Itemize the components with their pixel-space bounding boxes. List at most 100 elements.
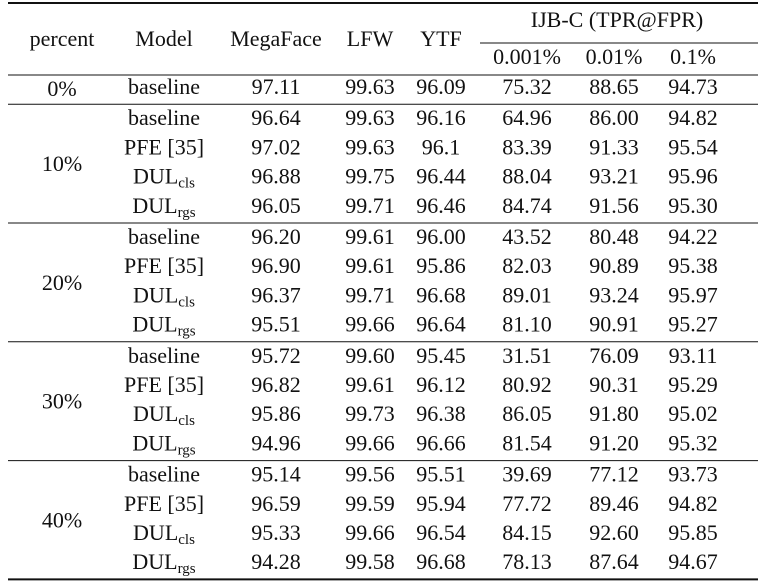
value-cell: 96.90 (251, 253, 301, 278)
value-cell: 77.72 (502, 491, 552, 516)
value-cell: 95.97 (668, 282, 718, 307)
value-cell: 99.66 (345, 312, 395, 337)
model-name: DUL (132, 193, 177, 218)
value-cell: 96.44 (416, 164, 466, 189)
value-cell: 99.66 (345, 520, 395, 545)
value-cell: 88.65 (589, 74, 639, 99)
value-cell: 84.15 (502, 520, 552, 545)
model-subscript: rgs (178, 562, 196, 578)
model-cell: baseline (128, 343, 200, 368)
model-cell: DULcls (133, 282, 195, 310)
value-cell: 99.71 (345, 282, 395, 307)
header-cell: Model (135, 26, 192, 51)
value-cell: 77.12 (589, 462, 639, 487)
value-cell: 94.82 (668, 491, 718, 516)
value-cell: 90.89 (589, 253, 639, 278)
model-cell: DULrgs (132, 430, 195, 458)
model-cell: PFE [35] (124, 253, 204, 278)
value-cell: 91.20 (589, 430, 639, 455)
value-cell: 95.85 (668, 520, 718, 545)
value-cell: 64.96 (502, 105, 552, 130)
percent-cell: 0% (47, 76, 76, 101)
header-cell: IJB-C (TPR@FPR) (531, 7, 703, 32)
value-cell: 94.96 (251, 430, 301, 455)
value-cell: 99.75 (345, 164, 395, 189)
header-cell: YTF (420, 26, 462, 51)
value-cell: 95.27 (668, 312, 718, 337)
model-cell: DULcls (133, 520, 195, 548)
value-cell: 99.73 (345, 401, 395, 426)
value-cell: 94.73 (668, 74, 718, 99)
value-cell: 89.01 (502, 282, 552, 307)
model-cell: baseline (128, 105, 200, 130)
value-cell: 93.21 (589, 164, 639, 189)
value-cell: 96.59 (251, 491, 301, 516)
value-cell: 82.03 (502, 253, 552, 278)
value-cell: 96.09 (416, 74, 466, 99)
value-cell: 87.64 (589, 549, 639, 574)
value-cell: 96.46 (416, 193, 466, 218)
value-cell: 95.51 (416, 462, 466, 487)
value-cell: 76.09 (589, 343, 639, 368)
model-cell: baseline (128, 74, 200, 99)
value-cell: 95.94 (416, 491, 466, 516)
value-cell: 99.61 (345, 224, 395, 249)
value-cell: 86.00 (589, 105, 639, 130)
value-cell: 95.86 (416, 253, 466, 278)
value-cell: 96.00 (416, 224, 466, 249)
model-cell: DULcls (133, 164, 195, 192)
header-cell: percent (30, 26, 95, 51)
model-name: DUL (133, 282, 178, 307)
value-cell: 93.73 (668, 462, 718, 487)
model-cell: DULrgs (132, 193, 195, 221)
model-subscript: cls (178, 295, 195, 311)
percent-cell: 10% (42, 151, 82, 176)
value-cell: 96.16 (416, 105, 466, 130)
value-cell: 81.54 (502, 430, 552, 455)
value-cell: 99.66 (345, 430, 395, 455)
value-cell: 99.63 (345, 134, 395, 159)
value-cell: 96.12 (416, 372, 466, 397)
value-cell: 86.05 (502, 401, 552, 426)
model-cell: PFE [35] (124, 372, 204, 397)
percent-cell: 40% (42, 507, 82, 532)
header-cell: LFW (347, 26, 394, 51)
value-cell: 81.10 (502, 312, 552, 337)
value-cell: 92.60 (589, 520, 639, 545)
value-cell: 39.69 (502, 462, 552, 487)
value-cell: 95.14 (251, 462, 301, 487)
value-cell: 94.28 (251, 549, 301, 574)
percent-cell: 30% (42, 389, 82, 414)
value-cell: 80.92 (502, 372, 552, 397)
value-cell: 93.11 (669, 343, 718, 368)
model-subscript: cls (178, 414, 195, 430)
value-cell: 95.33 (251, 520, 301, 545)
value-cell: 94.22 (668, 224, 718, 249)
header-cell: 0.001% (493, 44, 561, 69)
value-cell: 96.38 (416, 401, 466, 426)
value-cell: 95.02 (668, 401, 718, 426)
percent-cell: 20% (42, 270, 82, 295)
model-name: DUL (133, 520, 178, 545)
value-cell: 91.33 (589, 134, 639, 159)
value-cell: 95.29 (668, 372, 718, 397)
model-cell: baseline (128, 462, 200, 487)
value-cell: 93.24 (589, 282, 639, 307)
value-cell: 91.56 (589, 193, 639, 218)
value-cell: 99.71 (345, 193, 395, 218)
value-cell: 43.52 (502, 224, 552, 249)
value-cell: 95.51 (251, 312, 301, 337)
header-cell: 0.01% (586, 44, 643, 69)
model-subscript: rgs (178, 443, 196, 459)
model-cell: PFE [35] (124, 134, 204, 159)
value-cell: 96.82 (251, 372, 301, 397)
model-subscript: rgs (178, 324, 196, 340)
value-cell: 95.96 (668, 164, 718, 189)
value-cell: 94.82 (668, 105, 718, 130)
model-name: DUL (132, 312, 177, 337)
model-cell: PFE [35] (124, 491, 204, 516)
value-cell: 95.32 (668, 430, 718, 455)
model-cell: DULrgs (132, 549, 195, 577)
value-cell: 99.60 (345, 343, 395, 368)
